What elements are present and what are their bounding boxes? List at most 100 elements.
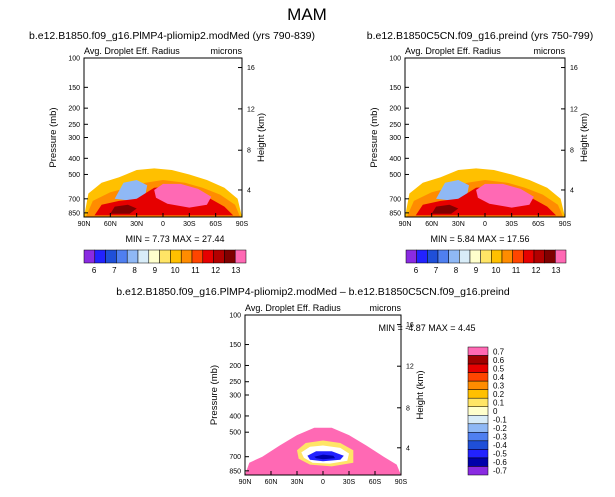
field-layer	[245, 427, 401, 475]
colorbar-label: 0.5	[493, 364, 505, 373]
y-tick-label: 700	[68, 196, 80, 203]
field-region-dark-core	[110, 204, 137, 214]
x-tick-label: 60S	[532, 221, 545, 228]
colorbar-swatch	[170, 249, 182, 264]
colorbar-swatch	[467, 346, 489, 356]
y-tick-label: 100	[229, 313, 241, 320]
colorbar-swatch	[116, 249, 128, 264]
y-tick-label: 200	[68, 106, 80, 113]
y-tick-label: 150	[68, 85, 80, 92]
y-tick-label: 850	[389, 210, 401, 217]
colorbar-label: 11	[512, 266, 521, 275]
colorbar-label: 13	[231, 266, 240, 275]
field-region-pink-core	[476, 183, 534, 208]
y-tick-label: 300	[229, 393, 241, 400]
x-tick-label: 60S	[369, 479, 382, 486]
y-right-tick-label: 12	[247, 106, 255, 113]
colorbar-swatch	[126, 249, 139, 264]
x-tick-label: 30S	[183, 221, 196, 228]
x-tick-label: 60S	[209, 221, 222, 228]
panel-title: b.e12.B1850.f09_g16.PlMP4-pliomip2.modMe…	[116, 286, 510, 298]
colorbar-swatch	[224, 249, 236, 264]
x-tick-label: 0	[483, 221, 487, 228]
colorbar-label: 10	[492, 266, 501, 275]
y-tick-label: 300	[68, 135, 80, 142]
chart-panel-1: b.e12.B1850.f09_g16.PlMP4-pliomip2.modMe…	[29, 30, 315, 275]
field-layer	[84, 168, 242, 217]
colorbar: 0.70.60.50.40.30.20.10-0.1-0.2-0.3-0.4-0…	[467, 346, 507, 476]
colorbar-swatch	[234, 249, 247, 264]
y-tick-label: 150	[389, 85, 401, 92]
field-region-pink-core	[154, 183, 212, 208]
colorbar-label: 0.4	[493, 373, 505, 382]
colorbar-label: 9	[474, 266, 479, 275]
y-tick-label: 150	[229, 342, 241, 349]
field-region-dark-core	[431, 204, 459, 214]
colorbar-label: 8	[454, 266, 459, 275]
x-tick-label: 30S	[343, 479, 356, 486]
colorbar-label: -0.5	[493, 450, 507, 459]
y-tick-label: 250	[68, 122, 80, 129]
field-layer	[405, 168, 565, 217]
y-right-tick-label: 12	[570, 106, 578, 113]
colorbar-label: 6	[414, 266, 419, 275]
colorbar-label: -0.1	[493, 416, 507, 425]
x-tick-label: 30N	[130, 221, 143, 228]
y-tick-label: 850	[229, 468, 241, 475]
colorbar-label: 0.2	[493, 390, 505, 399]
colorbar-swatch	[467, 449, 489, 459]
chart-panel-2: b.e12.B1850C5CN.f09_g16.preind (yrs 750-…	[367, 30, 593, 275]
field-region-blue-patch	[436, 180, 469, 201]
y-right-axis-label: Height (km)	[415, 370, 426, 419]
x-tick-label: 30N	[452, 221, 465, 228]
y-tick-label: 250	[389, 122, 401, 129]
colorbar-swatch	[467, 432, 489, 442]
colorbar-swatch	[137, 249, 150, 264]
colorbar-swatch	[467, 415, 489, 425]
colorbar-label: 12	[532, 266, 541, 275]
y-axis-label: Pressure (mb)	[369, 107, 380, 167]
colorbar: 6 7 8 9 10 11 12 13	[405, 249, 567, 275]
colorbar-swatch	[94, 249, 106, 264]
colorbar-swatch	[512, 249, 524, 264]
colorbar-swatch	[467, 355, 489, 365]
colorbar-swatch	[467, 440, 489, 450]
colorbar-swatch	[416, 249, 428, 264]
colorbar-swatch	[459, 249, 471, 264]
y-tick-label: 300	[389, 135, 401, 142]
colorbar-swatch	[467, 466, 489, 476]
field-region-navy-core	[314, 454, 336, 460]
y-right-tick-label: 12	[406, 364, 414, 371]
x-tick-label: 90S	[395, 479, 408, 486]
colorbar-swatch	[501, 249, 513, 264]
min-max-label: MIN = 5.84 MAX = 17.56	[430, 234, 529, 244]
x-tick-label: 90N	[239, 479, 252, 486]
colorbar-label: 0.3	[493, 381, 505, 390]
chart-panel-3: b.e12.B1850.f09_g16.PlMP4-pliomip2.modMe…	[116, 286, 510, 486]
min-max-label: MIN = -4.87 MAX = 4.45	[378, 323, 475, 333]
colorbar-swatch	[467, 457, 489, 467]
colorbar-swatch	[159, 249, 171, 264]
y-tick-label: 200	[229, 363, 241, 370]
field-label: Avg. Droplet Eff. Radius	[84, 46, 180, 56]
x-tick-label: 60N	[425, 221, 438, 228]
colorbar-swatch	[105, 249, 117, 264]
colorbar-label: 6	[92, 266, 97, 275]
y-tick-label: 500	[389, 172, 401, 179]
y-axis-label: Pressure (mb)	[48, 107, 59, 167]
y-axis-label: Pressure (mb)	[209, 365, 220, 425]
y-right-axis-label: Height (km)	[256, 113, 267, 162]
x-tick-label: 0	[161, 221, 165, 228]
y-tick-label: 700	[389, 196, 401, 203]
y-right-tick-label: 4	[247, 187, 251, 194]
colorbar-label: 0.7	[493, 347, 505, 356]
x-tick-label: 90N	[78, 221, 91, 228]
y-right-tick-label: 16	[570, 65, 578, 72]
y-tick-label: 400	[229, 413, 241, 420]
colorbar-label: -0.7	[493, 467, 507, 476]
x-tick-label: 60N	[104, 221, 117, 228]
colorbar-swatch	[467, 363, 489, 373]
field-label: Avg. Droplet Eff. Radius	[405, 46, 501, 56]
y-right-tick-label: 8	[570, 148, 574, 155]
